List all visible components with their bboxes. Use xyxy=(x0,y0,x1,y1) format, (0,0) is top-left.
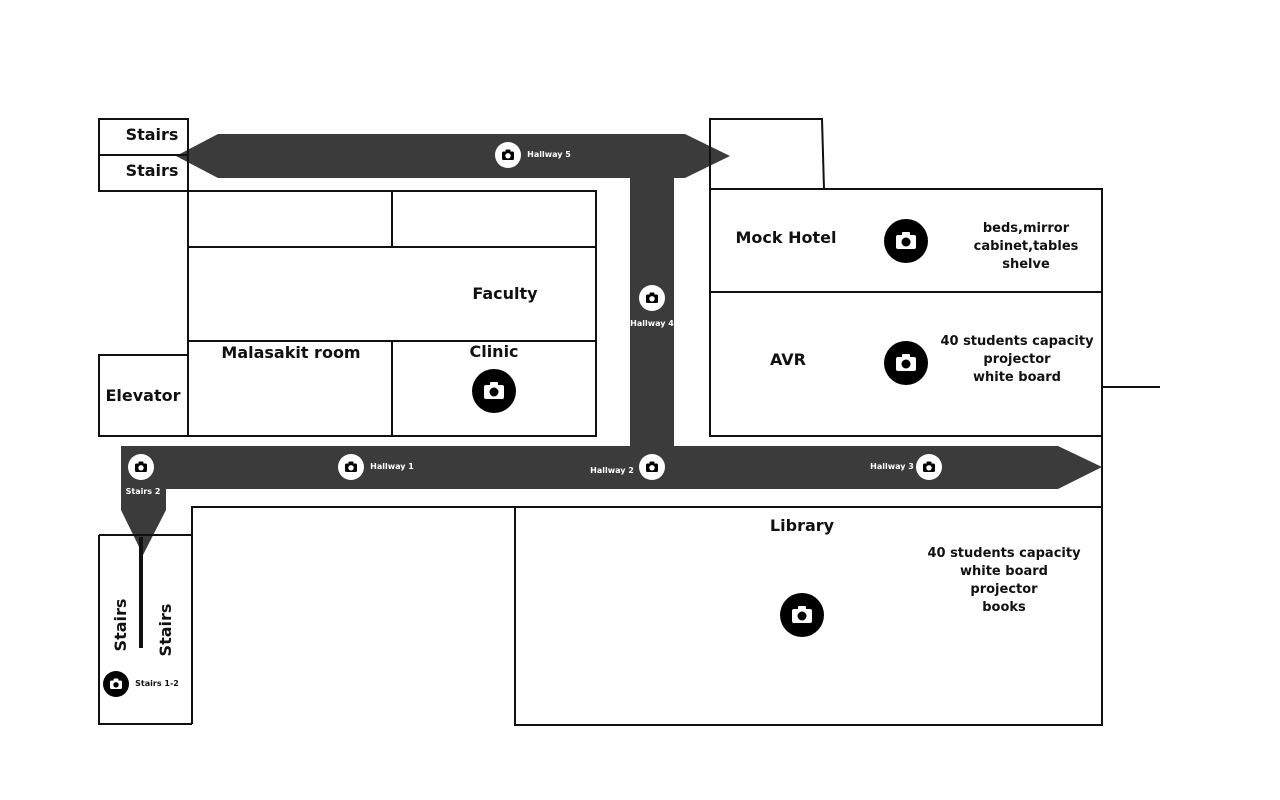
camera-icon[interactable] xyxy=(884,219,928,263)
camera-icon[interactable] xyxy=(916,454,942,480)
camera-icon[interactable] xyxy=(639,285,665,311)
camera-icon[interactable] xyxy=(639,454,665,480)
bottom-wall-left xyxy=(191,506,1102,724)
camera-markers-large xyxy=(103,219,928,697)
camera-icon[interactable] xyxy=(472,369,516,413)
camera-icon[interactable] xyxy=(338,454,364,480)
camera-icon[interactable] xyxy=(495,142,521,168)
camera-icon[interactable] xyxy=(884,341,928,385)
library-outline xyxy=(514,507,1103,726)
walls xyxy=(98,118,1160,726)
hallway-4-corridor xyxy=(630,178,674,446)
right-top-box xyxy=(709,118,825,190)
stairs-top-box-1 xyxy=(98,118,189,156)
camera-icon[interactable] xyxy=(780,593,824,637)
camera-icon[interactable] xyxy=(103,671,129,697)
stairs-top-box-2 xyxy=(98,154,189,192)
camera-icon[interactable] xyxy=(128,454,154,480)
elevator-box xyxy=(98,354,189,437)
hallway-5-corridor xyxy=(176,134,730,178)
hallways xyxy=(121,134,1102,555)
camera-markers-hallway xyxy=(128,142,942,480)
hallway-main-corridor xyxy=(121,446,1102,555)
stairs-bottom-outline xyxy=(98,535,192,725)
